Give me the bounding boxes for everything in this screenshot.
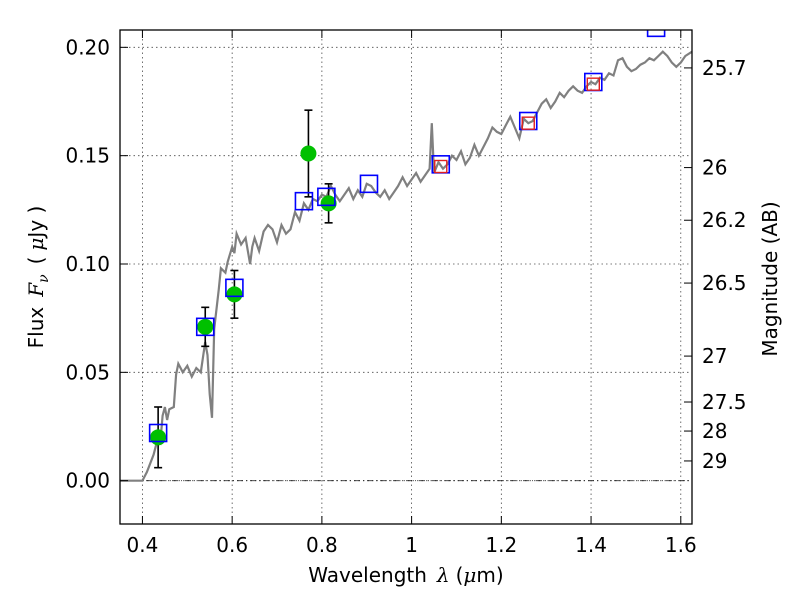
observed-flux-point	[197, 318, 214, 335]
y-axis-label-unit-rest: Jy )	[24, 206, 48, 240]
observed-flux-points	[150, 145, 337, 446]
observed-flux-point	[320, 195, 337, 212]
other-flux-square	[434, 159, 448, 174]
x-axis-label-unit-mu: μ	[463, 563, 476, 587]
x-axis-label: Wavelength λ (μm)	[308, 563, 503, 587]
data-layer	[120, 30, 692, 482]
other-flux-square	[521, 116, 535, 130]
y-axis-label-unit-mu: μ	[24, 238, 48, 251]
y-tick-label: 0.05	[65, 360, 110, 384]
model-flux-squares	[148, 30, 666, 443]
model-flux-square	[646, 30, 666, 38]
y-axis-label: Flux Fν ( μJy )	[24, 206, 52, 349]
model-flux-square	[294, 191, 314, 211]
x-axis-label-text: Wavelength	[308, 563, 427, 587]
axis-ticks: 0.4 0.6 0.8 1 1.2 1.4 1.6 0.00 0.05 0.10 0.15 0.20 2…	[65, 30, 747, 557]
y-axis-label-text: Flux	[24, 307, 48, 349]
observed-flux-point	[300, 145, 317, 162]
observed-flux-point	[150, 429, 167, 446]
y-tick-label: 0.20	[65, 35, 110, 59]
grid-lines	[120, 30, 692, 524]
x-tick-label: 1	[405, 533, 418, 557]
other-flux-square	[586, 77, 601, 91]
plot-frame	[119, 29, 693, 525]
y2-tick-label: 25.7	[702, 56, 747, 80]
x-axis-label-unit-rest: m)	[476, 563, 503, 587]
x-tick-label: 1.4	[575, 533, 607, 557]
y2-axis-label: Magnitude (AB)	[758, 201, 782, 356]
y2-tick-label: 27	[702, 344, 727, 368]
x-tick-label: 0.4	[127, 533, 159, 557]
y-axis-label-subscript: ν	[36, 274, 52, 283]
y-tick-label: 0.15	[65, 144, 110, 168]
x-tick-label: 1.2	[485, 533, 517, 557]
x-tick-label: 1.6	[665, 533, 697, 557]
y-axis-label-symbol: F	[24, 282, 48, 298]
x-axis-label-symbol: λ	[436, 563, 450, 587]
model-flux-square	[148, 423, 168, 443]
y2-tick-label: 26.2	[702, 208, 747, 232]
x-tick-label: 0.6	[216, 533, 248, 557]
y2-tick-label: 26.5	[702, 271, 747, 295]
y2-tick-label: 27.5	[702, 390, 747, 414]
x-axis-label-unit-open: (	[456, 563, 464, 587]
model-sed-line	[120, 50, 692, 482]
y-tick-label: 0.00	[65, 469, 110, 493]
y-axis-label-unit-open: (	[24, 257, 48, 265]
y2-tick-label: 28	[702, 419, 727, 443]
model-flux-square	[317, 187, 336, 207]
y2-tick-label: 29	[702, 449, 727, 473]
x-tick-label: 0.8	[306, 533, 338, 557]
other-flux-squares	[434, 77, 601, 174]
y2-tick-label: 26	[702, 156, 727, 180]
model-flux-square	[359, 174, 379, 194]
y-tick-label: 0.10	[65, 252, 110, 276]
model-flux-square	[195, 317, 215, 337]
model-flux-square	[225, 278, 244, 298]
observed-flux-point	[226, 286, 243, 303]
